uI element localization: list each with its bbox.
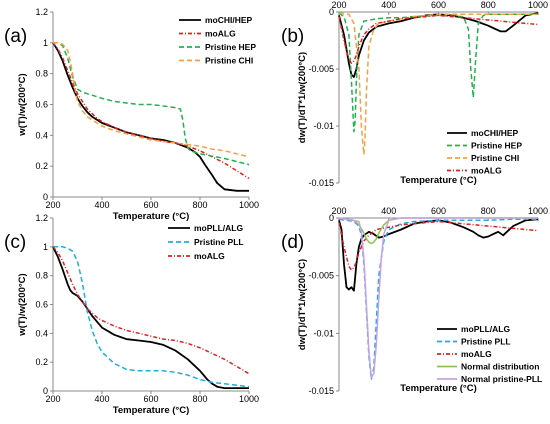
y-tick-label: 1.2: [35, 7, 48, 17]
x-tick-label: 600: [143, 200, 158, 210]
legend-label: Pristine HEP: [205, 42, 256, 52]
series-line-pristine-chi: [53, 42, 250, 158]
y-axis-title: w(T)/w(200°C): [17, 273, 28, 336]
x-tick-label: 400: [381, 206, 396, 216]
x-tick-label: 800: [192, 200, 207, 210]
panel-a: (a) 0 0.2 0.4 0.6 0.8 1 1.2 200 400 600 800 1000 Temp…: [4, 7, 259, 222]
legend-label: Pristine PLL: [194, 237, 244, 247]
x-axis-title: Temperature (°C): [400, 383, 476, 394]
series-line-mopll-alg: [338, 218, 539, 292]
legend-label: Pristine PLL: [461, 337, 511, 347]
x-tick-label: 800: [481, 206, 496, 216]
series-line-normal-pristine-pll: [338, 217, 538, 378]
y-axis-title: dw(T)/dT*1/w(200°C): [297, 259, 308, 350]
panel-label: (c): [4, 232, 26, 253]
y-tick-label: 0.4: [35, 328, 48, 338]
panel-b: (b) 0 -0.005 -0.01 -0.015 200 400 600 800 1000 Tem…: [281, 0, 548, 188]
series-line-pristine-hep: [53, 42, 250, 166]
y-axis-title: dw(T)/dT*1/w(200°C): [297, 52, 308, 143]
panel-d: (d) 0 -0.005 -0.01 -0.015 200 400 600 800 1000 Tem…: [281, 206, 548, 396]
y-tick-label: 0: [329, 7, 334, 17]
series-line-pristine-hep: [338, 12, 538, 133]
legend-label: Pristine HEP: [471, 141, 522, 151]
x-tick-label: 1000: [528, 0, 548, 10]
series-line-pristine-chi: [338, 12, 538, 156]
legend: moCHI/HEP Pristine HEP Pristine CHI moALG: [447, 128, 522, 176]
x-tick-label: 400: [94, 200, 109, 210]
y-tick-label: -0.005: [308, 64, 334, 74]
y-tick-label: 0.2: [35, 161, 48, 171]
x-tick-label: 1000: [239, 200, 259, 210]
series-line-pristine-pll: [53, 246, 250, 388]
y-tick-label: -0.01: [313, 328, 334, 338]
x-tick-label: 600: [431, 0, 446, 10]
x-axis-title: Temperature (°C): [400, 175, 476, 186]
x-tick-label: 400: [381, 0, 396, 10]
y-tick-label: -0.015: [308, 386, 334, 396]
x-tick-label: 200: [331, 0, 346, 10]
y-tick-label: 0.8: [35, 271, 48, 281]
series-line-moalg: [338, 220, 539, 271]
x-axis-title: Temperature (°C): [113, 405, 189, 416]
y-tick-label: -0.015: [308, 178, 334, 188]
y-tick-label: 0: [329, 213, 334, 223]
y-tick-label: -0.005: [308, 271, 334, 281]
y-tick-label: 1.2: [35, 213, 48, 223]
y-tick-label: 0.8: [35, 69, 48, 79]
legend-label: moALG: [205, 29, 236, 39]
series-line-mopll-alg: [52, 246, 249, 390]
y-axis-title: w(T)/w(200°C): [17, 73, 28, 136]
panel-label: (d): [281, 232, 304, 253]
series-line-moalg: [52, 246, 250, 375]
x-tick-label: 600: [431, 206, 446, 216]
x-tick-label: 200: [45, 394, 60, 404]
x-tick-label: 600: [143, 394, 158, 404]
legend-label: moPLL/ALG: [194, 223, 243, 233]
x-tick-label: 200: [331, 206, 346, 216]
panel-c: (c) 0 0.2 0.4 0.6 0.8 1 1.2 200 400 600 800 1000 Temp…: [4, 213, 259, 416]
x-tick-label: 200: [45, 200, 60, 210]
legend: moPLL/ALG Pristine PLL moALG Normal distrib…: [437, 324, 542, 384]
legend-label: Pristine CHI: [471, 153, 519, 163]
y-tick-label: 0.6: [35, 300, 48, 310]
legend-label: moALG: [471, 166, 502, 176]
panel-label: (b): [281, 26, 304, 47]
x-axis-title: Temperature (°C): [113, 211, 189, 222]
legend-label: moALG: [461, 349, 492, 359]
y-tick-label: 0: [43, 192, 48, 202]
y-tick-label: 0.6: [35, 100, 48, 110]
series-line-mochi-hep: [338, 12, 539, 78]
legend-label: Normal pristine-PLL: [461, 374, 542, 384]
legend-label: moALG: [194, 251, 225, 261]
y-tick-label: 0: [43, 386, 48, 396]
y-tick-label: -0.01: [313, 121, 334, 131]
x-tick-label: 800: [192, 394, 207, 404]
panel-label: (a): [4, 26, 27, 47]
series-line-moalg: [52, 42, 250, 180]
y-tick-label: 0.4: [35, 130, 48, 140]
x-tick-label: 1000: [239, 394, 259, 404]
x-tick-label: 800: [481, 0, 496, 10]
y-tick-label: 1: [43, 242, 48, 252]
legend-label: Normal distribution: [461, 362, 539, 372]
x-tick-label: 1000: [528, 206, 548, 216]
y-tick-label: 1: [43, 38, 48, 48]
legend: moCHI/HEP moALG Pristine HEP Pristine CHI: [179, 15, 256, 66]
legend-label: Pristine CHI: [205, 56, 253, 66]
x-tick-label: 400: [94, 394, 109, 404]
legend-label: moCHI/HEP: [471, 128, 519, 138]
legend: moPLL/ALG Pristine PLL moALG: [168, 223, 244, 261]
y-tick-label: 0.2: [35, 357, 48, 367]
legend-label: moPLL/ALG: [461, 324, 510, 334]
legend-label: moCHI/HEP: [205, 15, 253, 25]
